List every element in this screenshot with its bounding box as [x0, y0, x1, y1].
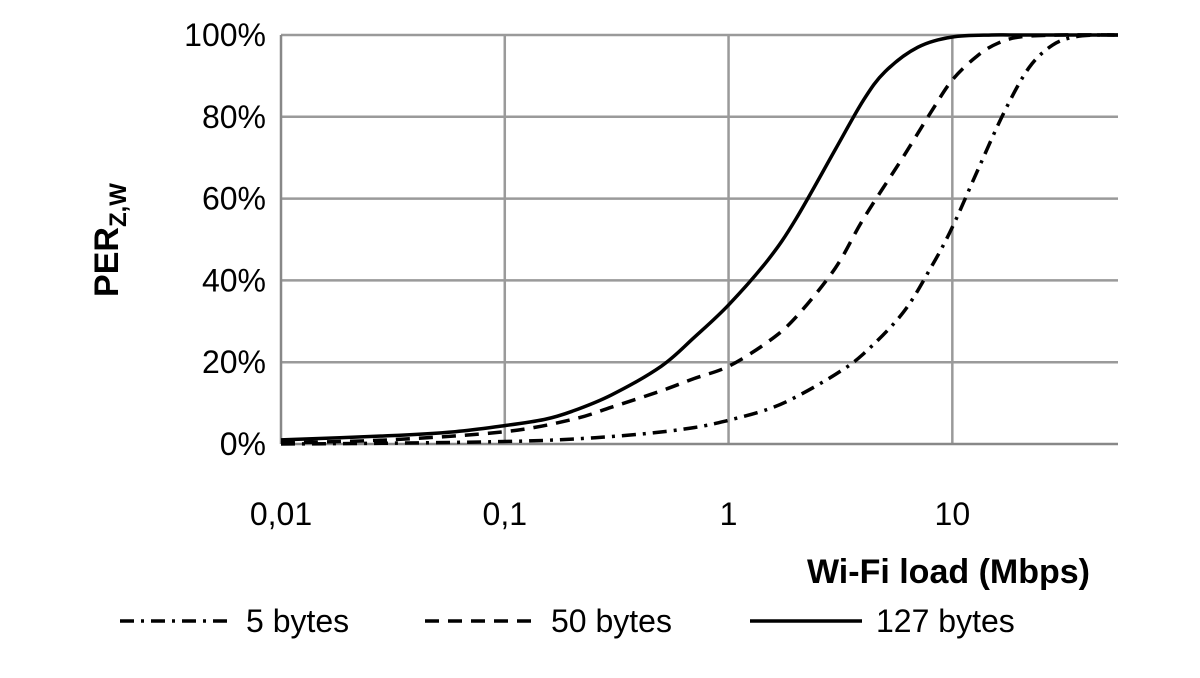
- y-tick-label: 0%: [220, 426, 266, 462]
- legend-label: 5 bytes: [246, 603, 349, 639]
- y-tick-label: 40%: [202, 262, 266, 298]
- y-tick-label: 80%: [202, 99, 266, 135]
- y-tick-label: 60%: [202, 181, 266, 217]
- legend-label: 50 bytes: [551, 603, 672, 639]
- series-line-127-bytes: [280, 33, 1118, 442]
- tick-labels: 0% 20% 40% 60% 80% 100% 0,01 0,1 1 10: [184, 17, 970, 532]
- series-lines: [280, 33, 1119, 446]
- grid: [281, 33, 1118, 444]
- y-axis-label: PERZ,W: [88, 183, 132, 297]
- y-axis-label-main: PER: [88, 227, 126, 297]
- y-tick-label: 20%: [202, 344, 266, 380]
- legend: 5 bytes 50 bytes 127 bytes: [120, 603, 1015, 639]
- x-tick-label: 10: [935, 496, 971, 532]
- x-axis-label: Wi-Fi load (Mbps): [807, 553, 1090, 591]
- axes: [279, 35, 1118, 446]
- y-axis-label-sub: Z,W: [105, 183, 132, 227]
- x-tick-label: 0,01: [250, 496, 312, 532]
- series-line-5-bytes: [280, 33, 1119, 446]
- series-line-50-bytes: [280, 33, 1119, 445]
- legend-label: 127 bytes: [876, 603, 1015, 639]
- x-tick-label: 0,1: [483, 496, 527, 532]
- y-tick-label: 100%: [184, 17, 266, 53]
- x-tick-label: 1: [720, 496, 738, 532]
